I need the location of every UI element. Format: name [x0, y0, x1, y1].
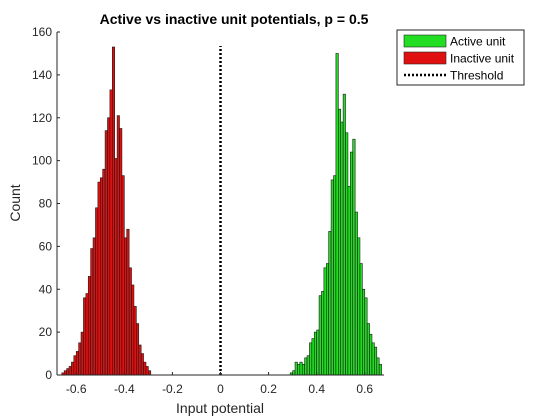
- inactive-unit-bar: [134, 306, 136, 375]
- inactive-unit-bar: [117, 116, 119, 375]
- inactive-unit-bar: [95, 208, 97, 375]
- inactive-unit-bar: [120, 128, 122, 375]
- active-unit-bar: [372, 343, 374, 375]
- inactive-unit-bar: [93, 238, 95, 375]
- inactive-unit-bar: [69, 366, 71, 375]
- active-unit-bar: [362, 289, 364, 375]
- inactive-unit-bar: [79, 343, 81, 375]
- inactive-unit-bar: [144, 362, 146, 375]
- inactive-unit-bar: [107, 118, 109, 375]
- active-unit-bar: [346, 133, 348, 375]
- inactive-unit-bar: [100, 178, 102, 375]
- inactive-unit-bar: [127, 229, 129, 375]
- active-unit-bar: [374, 347, 376, 375]
- active-unit-bar: [314, 332, 316, 375]
- inactive-unit-bar: [110, 90, 112, 375]
- inactive-unit-bar: [146, 366, 148, 375]
- inactive-unit-bar: [141, 354, 143, 375]
- inactive-unit-bar: [71, 362, 73, 375]
- active-unit-bar: [365, 298, 367, 375]
- active-unit-bar: [305, 358, 307, 375]
- active-unit-bar: [329, 231, 331, 375]
- active-unit-bar: [350, 152, 352, 375]
- inactive-unit-bar: [98, 182, 100, 375]
- active-unit-bar: [307, 356, 309, 375]
- active-unit-bar: [379, 364, 381, 375]
- active-unit-bar: [370, 334, 372, 375]
- inactive-unit-bar: [91, 249, 93, 375]
- legend-swatch-active: [404, 35, 446, 47]
- active-unit-bar: [338, 109, 340, 375]
- y-axis-label: Count: [7, 184, 23, 221]
- active-unit-bar: [324, 268, 326, 375]
- x-tick-label: -0.4: [114, 382, 135, 396]
- active-unit-bar: [348, 186, 350, 375]
- inactive-unit-bar: [124, 238, 126, 375]
- x-tick-label: 0.2: [260, 382, 277, 396]
- active-unit-bar: [343, 94, 345, 375]
- y-tick-label: 160: [32, 25, 52, 39]
- y-tick-label: 40: [39, 282, 53, 296]
- active-unit-bar: [317, 330, 319, 375]
- active-unit-bar: [355, 212, 357, 375]
- active-unit-bar: [319, 296, 321, 375]
- active-unit-bar: [326, 264, 328, 375]
- inactive-unit-bar: [105, 131, 107, 375]
- x-tick-label: 0.4: [308, 382, 325, 396]
- active-unit-bar: [297, 364, 299, 375]
- inactive-unit-bar: [83, 298, 85, 375]
- active-unit-bar: [331, 180, 333, 375]
- x-tick-label: 0: [217, 382, 224, 396]
- inactive-unit-bar: [132, 285, 134, 375]
- legend-label-threshold: Threshold: [450, 69, 503, 83]
- active-unit-bar: [367, 324, 369, 375]
- inactive-unit-bar: [76, 351, 78, 375]
- x-tick-label: -0.2: [162, 382, 183, 396]
- legend-swatch-inactive: [404, 52, 446, 64]
- active-unit-bar: [353, 139, 355, 375]
- y-tick-label: 100: [32, 154, 52, 168]
- inactive-unit-bar: [103, 169, 105, 375]
- inactive-unit-bar: [129, 268, 131, 375]
- active-unit-bar: [293, 371, 295, 375]
- active-unit-bar: [336, 53, 338, 375]
- active-unit-bar: [321, 291, 323, 375]
- inactive-unit-bar: [115, 158, 117, 375]
- inactive-unit-bar: [139, 345, 141, 375]
- inactive-unit-bar: [81, 332, 83, 375]
- active-unit-bar: [312, 339, 314, 375]
- legend-label-inactive: Inactive unit: [450, 52, 515, 66]
- inactive-unit-bar: [86, 294, 88, 375]
- active-unit-bar: [341, 122, 343, 375]
- y-tick-label: 0: [45, 368, 52, 382]
- active-unit-bar: [300, 362, 302, 375]
- x-tick-label: -0.6: [66, 382, 87, 396]
- inactive-unit-bar: [136, 324, 138, 375]
- active-unit-bar: [295, 362, 297, 375]
- inactive-unit-bar: [67, 369, 69, 375]
- active-unit-bar: [358, 238, 360, 375]
- plot-area: -0.6 -0.4 -0.2 0 0.2 0.4 0.6 0 20 40 60 80 100 120 14…: [32, 25, 384, 396]
- y-tick-label: 60: [39, 239, 53, 253]
- inactive-unit-bar: [148, 371, 150, 375]
- y-tick-label: 140: [32, 68, 52, 82]
- active-unit-bar: [302, 364, 304, 375]
- inactive-unit-bar: [64, 371, 66, 375]
- y-tick-label: 120: [32, 111, 52, 125]
- inactive-unit-bar: [112, 47, 114, 375]
- active-unit-bar: [309, 343, 311, 375]
- y-tick-label: 80: [39, 197, 53, 211]
- active-unit-bar: [334, 176, 336, 375]
- y-tick-label: 20: [39, 325, 53, 339]
- x-axis-label: Input potential: [176, 400, 264, 416]
- inactive-unit-bar: [88, 276, 90, 375]
- inactive-unit-bar: [122, 176, 124, 375]
- x-tick-label: 0.6: [356, 382, 373, 396]
- active-unit-bar: [360, 264, 362, 375]
- active-unit-bar: [377, 358, 379, 375]
- legend-label-active: Active unit: [450, 35, 506, 49]
- legend: Active unit Inactive unit Threshold: [397, 30, 524, 85]
- chart-title: Active vs inactive unit potentials, p = …: [100, 11, 369, 27]
